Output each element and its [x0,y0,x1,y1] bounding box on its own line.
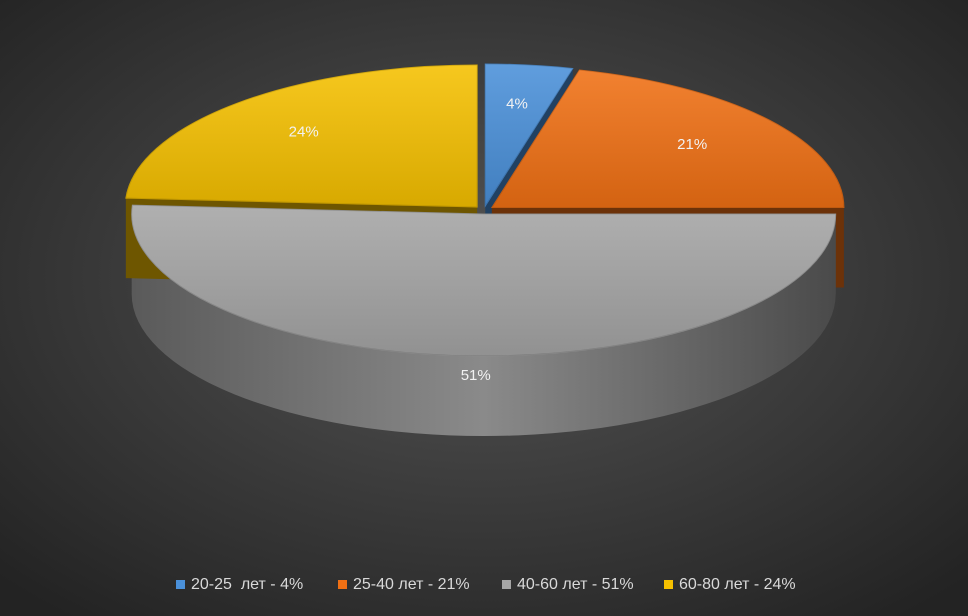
legend-label: 25-40 лет - 21% [353,576,470,593]
legend-label: 40-60 лет - 51% [517,576,634,593]
pie-tops [125,63,845,357]
slice-shade [125,65,478,208]
legend-marker [176,580,185,589]
legend-label: 20-25 лет - 4% [191,576,303,593]
legend-marker [338,580,347,589]
data-labels: 4% 21% 51% 24% [289,96,708,385]
slice-side [131,214,836,437]
data-label: 21% [677,136,707,153]
slice-shade [131,205,836,357]
slice-shade [491,69,844,208]
data-label: 51% [461,367,491,384]
legend: 20-25 лет - 4% 25-40 лет - 21% 40-60 лет -… [176,576,796,593]
legend-marker [664,580,673,589]
legend-label: 60-80 лет - 24% [679,576,796,593]
data-label: 24% [289,123,319,140]
slice-shade [485,64,573,206]
data-label: 4% [506,96,528,113]
legend-marker [502,580,511,589]
